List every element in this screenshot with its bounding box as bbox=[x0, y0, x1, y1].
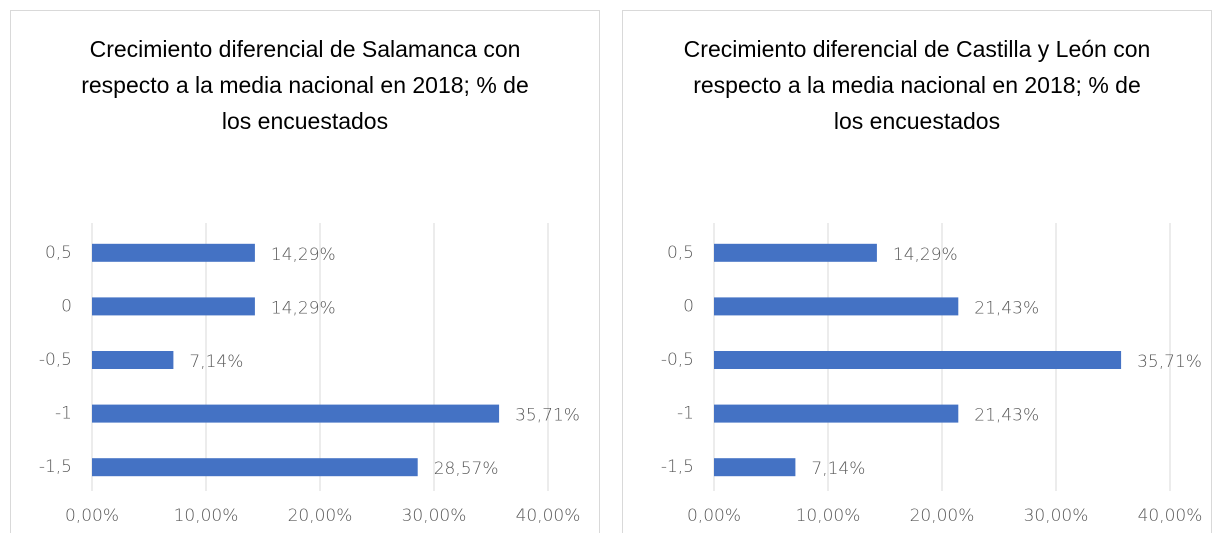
bar bbox=[714, 458, 796, 477]
chart-panel: Crecimiento diferencial de Castilla y Le… bbox=[622, 10, 1212, 533]
bar bbox=[92, 351, 174, 369]
bar bbox=[92, 297, 255, 316]
data-label: 35,71% bbox=[515, 406, 580, 426]
bar bbox=[714, 243, 877, 262]
chart: 0,00% 10,00% 20,00% 30,00% 40,00% 0,5 14,29% 0 1… bbox=[39, 223, 581, 526]
data-label: 14,29% bbox=[271, 245, 336, 265]
x-tick-label: 0,00% bbox=[65, 506, 119, 526]
bar bbox=[714, 297, 959, 316]
x-tick-label: 40,00% bbox=[516, 506, 581, 526]
data-label: 14,29% bbox=[271, 298, 336, 318]
y-tick-label: -0,5 bbox=[661, 350, 694, 370]
y-tick-label: 0 bbox=[61, 296, 72, 316]
chart-panel: Crecimiento diferencial de Salamanca con… bbox=[10, 10, 600, 533]
data-label: 14,29% bbox=[893, 245, 958, 265]
x-tick-label: 20,00% bbox=[910, 506, 975, 526]
x-tick-label: 20,00% bbox=[288, 506, 353, 526]
x-tick-label: 0,00% bbox=[687, 506, 741, 526]
bar bbox=[92, 458, 418, 477]
x-tick-label: 30,00% bbox=[402, 506, 467, 526]
y-tick-label: -1,5 bbox=[661, 457, 694, 477]
chart-title: Crecimiento diferencial de Salamanca con… bbox=[81, 36, 529, 134]
y-tick-label: 0,5 bbox=[45, 243, 72, 263]
bar bbox=[92, 404, 500, 423]
data-label: 7,14% bbox=[189, 352, 243, 372]
bar bbox=[714, 351, 1122, 369]
y-tick-label: 0,5 bbox=[667, 243, 694, 263]
chart: 0,00% 10,00% 20,00% 30,00% 40,00% 0,5 14,29% 0 2… bbox=[661, 223, 1203, 526]
y-tick-label: 0 bbox=[683, 296, 694, 316]
y-tick-label: -1,5 bbox=[39, 457, 72, 477]
y-tick-label: -0,5 bbox=[39, 350, 72, 370]
y-tick-label: -1 bbox=[677, 404, 694, 424]
data-label: 7,14% bbox=[811, 459, 865, 479]
data-label: 35,71% bbox=[1137, 352, 1202, 372]
data-label: 28,57% bbox=[434, 459, 499, 479]
x-tick-label: 10,00% bbox=[174, 506, 239, 526]
data-label: 21,43% bbox=[974, 298, 1039, 318]
x-tick-label: 10,00% bbox=[796, 506, 861, 526]
data-label: 21,43% bbox=[974, 406, 1039, 426]
x-tick-label: 40,00% bbox=[1138, 506, 1203, 526]
bar bbox=[714, 404, 959, 423]
y-tick-label: -1 bbox=[55, 404, 72, 424]
chart-title: Crecimiento diferencial de Castilla y Le… bbox=[683, 36, 1151, 134]
x-tick-label: 30,00% bbox=[1024, 506, 1089, 526]
bar bbox=[92, 243, 255, 262]
